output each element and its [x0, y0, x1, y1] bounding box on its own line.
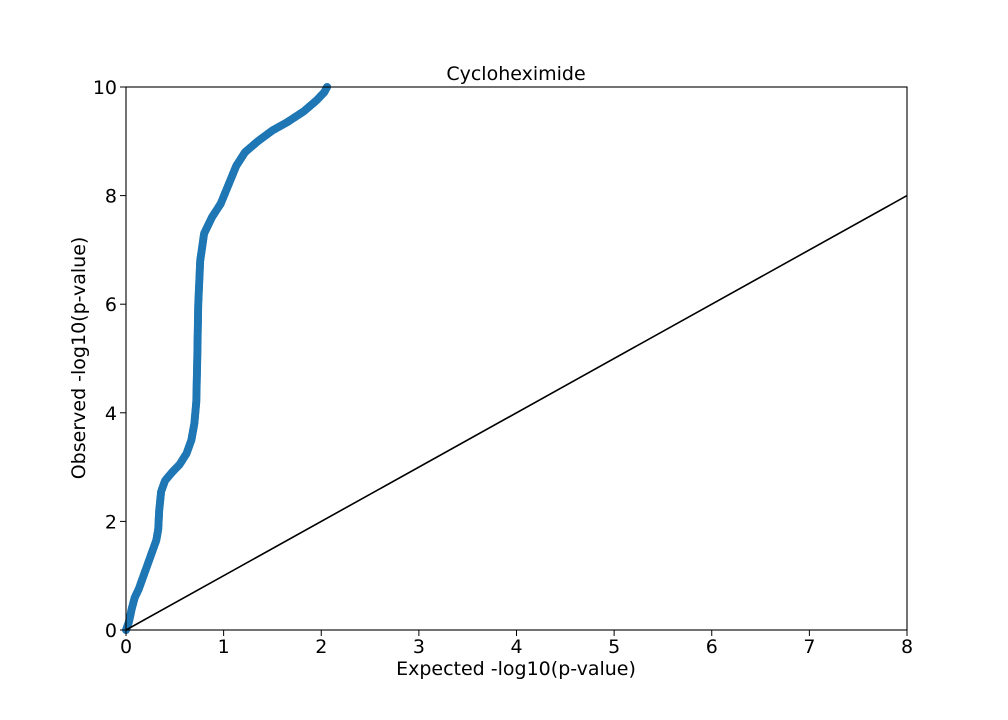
x-tick-label: 4 — [510, 636, 522, 658]
x-tick-label: 7 — [803, 636, 815, 658]
chart-title: Cycloheximide — [446, 63, 585, 85]
y-axis: 0 2 4 6 8 10 — [93, 77, 126, 642]
y-tick-label: 4 — [105, 403, 117, 425]
reference-line — [125, 194, 908, 631]
y-tick-label: 8 — [105, 186, 117, 208]
y-axis-label: Observed -log10(p-value) — [68, 237, 90, 480]
y-tick-label: 2 — [105, 511, 117, 533]
x-tick-label: 3 — [413, 636, 425, 658]
points-layer — [122, 83, 332, 634]
x-tick-label: 6 — [706, 636, 718, 658]
y-tick-label: 0 — [105, 620, 117, 642]
plot-frame — [125, 86, 908, 631]
x-axis-label: Expected -log10(p-value) — [396, 658, 636, 680]
x-tick-label: 5 — [608, 636, 620, 658]
y-tick-label: 6 — [105, 294, 117, 316]
x-axis: 0 1 2 3 4 5 6 7 8 — [120, 630, 913, 658]
x-tick-label: 2 — [315, 636, 327, 658]
y-tick-label: 10 — [93, 77, 117, 99]
x-tick-label: 8 — [901, 636, 913, 658]
x-tick-label: 1 — [218, 636, 230, 658]
x-tick-label: 0 — [120, 636, 132, 658]
